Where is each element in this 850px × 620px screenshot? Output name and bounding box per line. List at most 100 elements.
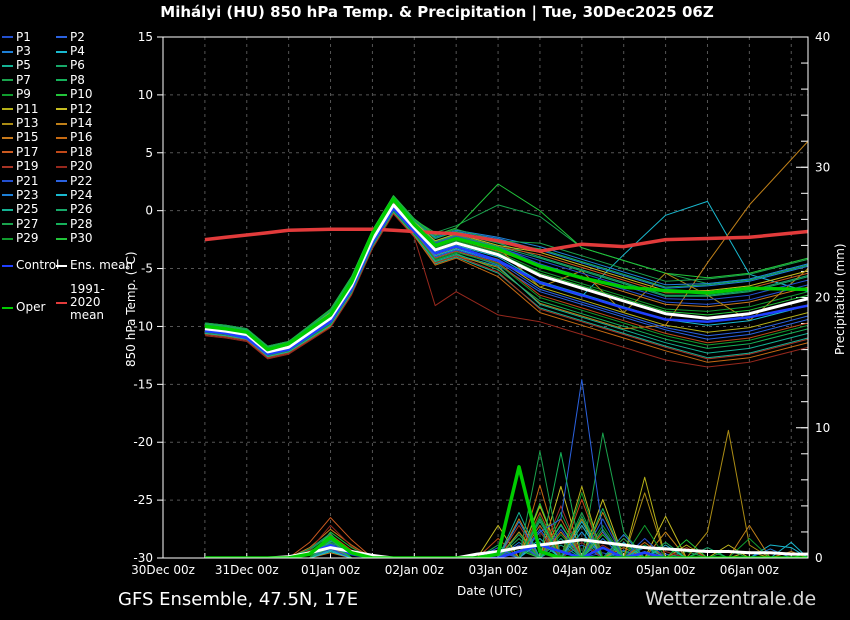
legend-swatch-control: [2, 264, 13, 267]
legend-swatch-P20: [56, 165, 67, 168]
legend-swatch-ens-mean: [56, 264, 67, 267]
legend-members: P1 P2 P3 P4 P5 P6 P7 P8 P9 P10 P11 P12 P13 P14 P15 P16 P…: [2, 30, 120, 246]
temp-line-P25: [204, 211, 808, 357]
date-tick-label: 04Jan 00z: [552, 563, 611, 577]
legend-swatch-P23: [2, 194, 13, 197]
legend-item-P19: P19: [2, 160, 56, 174]
series-group: [204, 140, 808, 558]
precip-tick-label: 10: [815, 421, 830, 435]
legend-item-P13: P13: [2, 116, 56, 130]
legend-swatch-P8: [56, 79, 67, 82]
date-tick-label: 30Dec 00z: [131, 563, 195, 577]
legend-item-P27: P27: [2, 217, 56, 231]
legend-label-P26: P26: [70, 202, 93, 217]
date-tick-label: 03Jan 00z: [468, 563, 527, 577]
legend-item-P17: P17: [2, 145, 56, 159]
legend-label-P1: P1: [16, 29, 31, 44]
legend-swatch-P9: [2, 93, 13, 96]
legend-item-P25: P25: [2, 203, 56, 217]
legend-label-P7: P7: [16, 72, 31, 87]
legend-label-P16: P16: [70, 130, 93, 145]
legend-item-P5: P5: [2, 59, 56, 73]
legend-swatch-P15: [2, 136, 13, 139]
legend-swatch-climate: [56, 301, 67, 304]
temp-line-climate-mean: [204, 227, 808, 253]
legend-label-ens-mean: Ens. mean: [70, 258, 134, 272]
precip-tick-label: 20: [815, 291, 830, 305]
legend-item-P14: P14: [56, 116, 110, 130]
legend-swatch-P11: [2, 108, 13, 111]
legend-item-P15: P15: [2, 131, 56, 145]
precip-tick-label: 30: [815, 160, 830, 174]
footer-model-info: GFS Ensemble, 47.5N, 17E: [118, 589, 359, 610]
temp-line-P20: [204, 213, 808, 368]
legend-swatch-P17: [2, 151, 13, 154]
precip-line-oper: [204, 465, 808, 558]
temp-axis-title: 850 hPa Temp. (°C): [124, 251, 138, 367]
legend-item-P12: P12: [56, 102, 110, 116]
legend-item-P26: P26: [56, 203, 110, 217]
precip-line-P25: [204, 511, 808, 558]
legend-label-P10: P10: [70, 87, 93, 102]
precip-line-P15: [204, 518, 808, 558]
legend-item-P18: P18: [56, 145, 110, 159]
legend-label-P2: P2: [70, 29, 85, 44]
temp-tick-label: -30: [133, 551, 153, 565]
temp-line-oper: [204, 197, 808, 352]
legend-swatch-P21: [2, 180, 13, 183]
date-tick-label: 31Dec 00z: [215, 563, 279, 577]
legend-item-control: Control: [2, 259, 59, 272]
x-axis-title: Date (UTC): [457, 584, 523, 598]
temp-tick-label: -25: [133, 493, 153, 507]
legend-label-P17: P17: [16, 144, 39, 159]
legend-label-P15: P15: [16, 130, 39, 145]
legend-label-P29: P29: [16, 231, 39, 246]
legend-label-climate-line1: 1991-2020: [70, 282, 105, 309]
legend-label-P28: P28: [70, 216, 93, 231]
legend-label-P19: P19: [16, 159, 39, 174]
temp-line-P4: [204, 200, 808, 354]
temp-line-P23: [204, 197, 808, 348]
legend-swatch-P3: [2, 50, 13, 53]
temp-line-P28: [204, 197, 808, 348]
date-tick-label: 01Jan 00z: [301, 563, 360, 577]
legend-label-P25: P25: [16, 202, 39, 217]
legend-item-P22: P22: [56, 174, 110, 188]
legend-label-P18: P18: [70, 144, 93, 159]
legend-item-climate-mean: 1991-2020 mean: [56, 283, 120, 322]
legend-swatch-P13: [2, 122, 13, 125]
precip-line-P19: [204, 505, 808, 558]
legend-label-P5: P5: [16, 58, 31, 73]
precip-line-P22: [204, 379, 808, 558]
legend-item-P10: P10: [56, 88, 110, 102]
legend-swatch-P16: [56, 136, 67, 139]
legend-swatch-P6: [56, 64, 67, 67]
legend-item-P7: P7: [2, 73, 56, 87]
legend-swatch-P29: [2, 237, 13, 240]
precip-line-P13: [204, 429, 808, 558]
legend-swatch-P24: [56, 194, 67, 197]
legend-label-climate-line2: mean: [70, 308, 105, 322]
temp-tick-label: 5: [145, 146, 153, 160]
legend-label-P8: P8: [70, 72, 85, 87]
temp-tick-label: -15: [133, 377, 153, 391]
legend-swatch-P5: [2, 64, 13, 67]
precip-line-P26: [204, 521, 808, 558]
legend-swatch-P28: [56, 223, 67, 226]
precip-line-P28: [204, 452, 808, 558]
legend-label-P3: P3: [16, 44, 31, 59]
legend-swatch-P25: [2, 208, 13, 211]
legend-item-P6: P6: [56, 59, 110, 73]
legend-label-P6: P6: [70, 58, 85, 73]
legend-swatch-P7: [2, 79, 13, 82]
legend-item-P11: P11: [2, 102, 56, 116]
temp-line-P27: [204, 196, 808, 347]
legend-item-P28: P28: [56, 217, 110, 231]
precip-axis-title: Precipitation (mm): [833, 243, 847, 355]
legend-swatch-P27: [2, 223, 13, 226]
temp-tick-label: 15: [138, 30, 153, 44]
temp-tick-label: -20: [133, 435, 153, 449]
legend-label-P11: P11: [16, 101, 39, 116]
legend-item-P1: P1: [2, 30, 56, 44]
